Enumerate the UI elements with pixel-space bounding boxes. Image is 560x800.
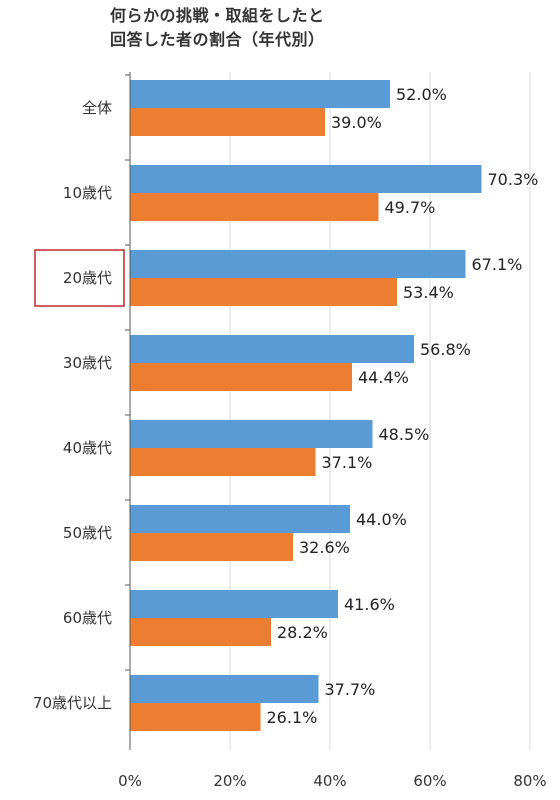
data-label: 44.0% <box>356 510 407 529</box>
data-label: 32.6% <box>299 538 350 557</box>
category-label: 30歳代 <box>63 354 112 372</box>
bar <box>130 165 482 193</box>
category-label: 10歳代 <box>63 184 112 202</box>
data-label: 37.7% <box>325 680 376 699</box>
bar <box>130 80 390 108</box>
x-tick-label: 60% <box>413 772 446 790</box>
bar <box>130 108 325 136</box>
category-label: 全体 <box>82 99 112 117</box>
bar <box>130 420 373 448</box>
bar <box>130 448 316 476</box>
category-label: 70歳代以上 <box>33 694 112 712</box>
data-label: 44.4% <box>358 368 409 387</box>
data-label: 67.1% <box>472 255 523 274</box>
category-label: 50歳代 <box>63 524 112 542</box>
chart-title-line-1: 何らかの挑戦・取組をしたと <box>110 6 325 25</box>
bar <box>130 618 271 646</box>
data-label: 52.0% <box>396 85 447 104</box>
bar <box>130 590 338 618</box>
data-label: 41.6% <box>344 595 395 614</box>
highlight-box <box>34 249 125 307</box>
category-label: 20歳代 <box>63 269 112 287</box>
data-label: 53.4% <box>403 283 454 302</box>
x-tick-label: 20% <box>213 772 246 790</box>
chart-title: 何らかの挑戦・取組をしたと 回答した者の割合（年代別） <box>110 4 470 52</box>
data-label: 49.7% <box>385 198 436 217</box>
bar <box>130 335 414 363</box>
category-label: 60歳代 <box>63 609 112 627</box>
bar <box>130 533 293 561</box>
chart-title-line-2: 回答した者の割合（年代別） <box>110 30 325 49</box>
x-tick-label: 80% <box>513 772 546 790</box>
data-label: 39.0% <box>331 113 382 132</box>
data-label: 56.8% <box>420 340 471 359</box>
data-label: 37.1% <box>322 453 373 472</box>
bar <box>130 250 466 278</box>
x-tick-label: 40% <box>313 772 346 790</box>
data-label: 28.2% <box>277 623 328 642</box>
data-label: 26.1% <box>267 708 318 727</box>
data-label: 48.5% <box>379 425 430 444</box>
bar <box>130 505 350 533</box>
category-label: 40歳代 <box>63 439 112 457</box>
data-label: 70.3% <box>488 170 539 189</box>
bar <box>130 363 352 391</box>
bar <box>130 278 397 306</box>
bar <box>130 675 319 703</box>
bar <box>130 193 379 221</box>
x-tick-label: 0% <box>118 772 142 790</box>
bar <box>130 703 261 731</box>
